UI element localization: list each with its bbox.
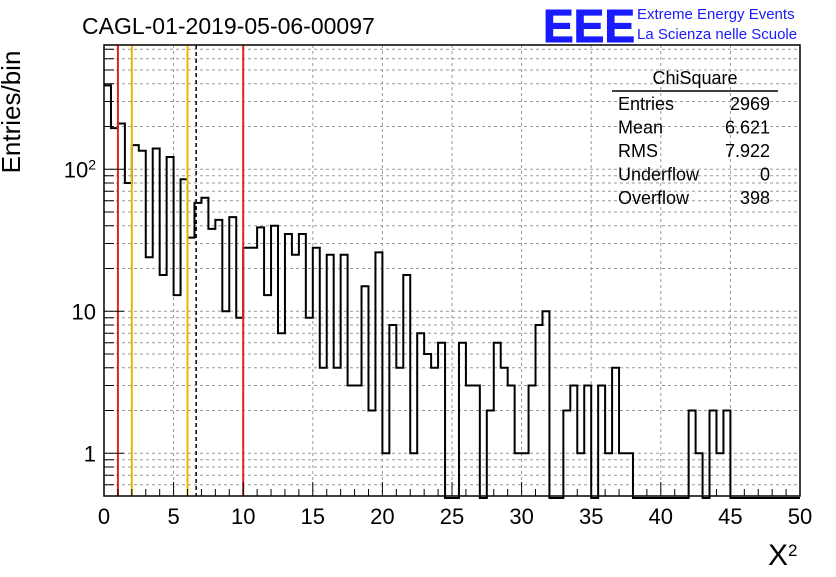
x-tick-label: 0: [98, 504, 110, 529]
histogram-bin: [334, 368, 341, 496]
x-tick-label: 10: [231, 504, 255, 529]
x-tick-label: 25: [440, 504, 464, 529]
x-tick-label: 45: [718, 504, 742, 529]
histogram-bin: [459, 343, 466, 496]
histogram-bin: [313, 248, 320, 496]
histogram-outline: [104, 84, 800, 499]
histogram-bin: [271, 226, 278, 496]
y-axis-label: Entries/bin: [0, 51, 26, 174]
histogram-bin: [299, 234, 306, 496]
histogram-bin: [306, 318, 313, 496]
y-tick-label: 102: [64, 156, 96, 182]
x-axis-label: X2: [768, 539, 797, 572]
grid-lines: [104, 45, 800, 497]
stats-row-label: RMS: [618, 141, 658, 161]
histogram-bars: [104, 84, 800, 499]
histogram-bin: [612, 368, 619, 496]
y-tick-label-base: 10: [64, 157, 88, 182]
eee-logo: EEE Extreme Energy Events La Scienza nel…: [543, 0, 798, 53]
y-tick-label-base: 1: [84, 441, 96, 466]
chart-title: CAGL-01-2019-05-06-00097: [82, 13, 375, 39]
histogram-bin: [181, 179, 188, 496]
histogram-bin: [438, 343, 445, 496]
logo-line-2: La Scienza nelle Scuole: [637, 26, 797, 43]
logo-mark: EEE: [543, 0, 635, 52]
stats-row-label: Entries: [618, 94, 674, 114]
x-tick-label: 40: [649, 504, 673, 529]
histogram-bin: [278, 333, 285, 496]
threshold-lines: [116, 45, 245, 496]
histogram-bin: [188, 238, 195, 496]
x-tick-label: 50: [788, 504, 812, 529]
stats-row-label: Overflow: [618, 188, 690, 208]
histogram-bin: [104, 85, 111, 496]
histogram-bin: [236, 318, 243, 496]
histogram-bin: [132, 145, 139, 496]
histogram-bin: [167, 157, 174, 496]
stats-title: ChiSquare: [652, 68, 737, 88]
stats-row-value: 0: [760, 165, 770, 185]
histogram-bin: [466, 386, 473, 496]
histogram-bin: [355, 386, 362, 496]
histogram-bin: [229, 217, 236, 496]
x-tick-label: 5: [167, 504, 179, 529]
histogram-bin: [424, 354, 431, 496]
histogram-bin: [529, 386, 536, 496]
histogram-bin: [348, 386, 355, 496]
histogram-bin: [118, 124, 125, 496]
histogram-bin: [320, 368, 327, 496]
histogram-bin: [215, 220, 222, 496]
histogram-bin: [431, 368, 438, 496]
histogram-bin: [139, 151, 146, 496]
histogram-bin: [570, 386, 577, 496]
histogram-bin: [584, 386, 591, 496]
stats-row-label: Mean: [618, 118, 663, 138]
histogram-bin: [201, 198, 208, 496]
x-tick-label: 30: [509, 504, 533, 529]
histogram-bin: [222, 311, 229, 496]
y-tick-label-base: 10: [72, 299, 96, 324]
histogram-bin: [501, 368, 508, 496]
histogram-bin: [285, 234, 292, 496]
stats-box: ChiSquare Entries 2969 Mean 6.621 RMS 7.922 Und…: [612, 68, 778, 208]
histogram-bin: [417, 333, 424, 496]
y-tick-label-exponent: 2: [88, 156, 96, 172]
histogram-bin: [243, 248, 250, 496]
stats-row-value: 2969: [730, 94, 770, 114]
stats-row-label: Underflow: [618, 165, 700, 185]
histogram-bin: [250, 248, 257, 496]
histogram-bin: [396, 368, 403, 496]
histogram-bin: [257, 227, 264, 496]
stats-row-value: 6.621: [725, 118, 770, 138]
histogram-bin: [494, 343, 501, 496]
y-tick-label: 1: [84, 441, 96, 466]
x-tick-label: 20: [370, 504, 394, 529]
stats-row-value: 398: [740, 188, 770, 208]
y-tick-label: 10: [72, 299, 96, 324]
x-axis-label-superscript: 2: [788, 541, 797, 560]
x-tick-label: 35: [579, 504, 603, 529]
x-axis-label-main: X: [768, 539, 788, 572]
histogram-bin: [598, 386, 605, 496]
logo-line-1: Extreme Energy Events: [637, 6, 795, 23]
histogram-bin: [542, 311, 549, 496]
stats-row-value: 7.922: [725, 141, 770, 161]
histogram-bin: [508, 386, 515, 496]
histogram-bin: [125, 183, 132, 496]
histogram-bin: [473, 386, 480, 496]
x-tick-label: 15: [301, 504, 325, 529]
